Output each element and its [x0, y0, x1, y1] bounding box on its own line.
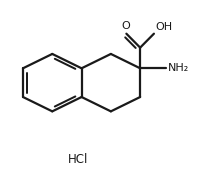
Text: NH₂: NH₂ [167, 63, 188, 73]
Text: OH: OH [155, 22, 172, 32]
Text: HCl: HCl [67, 153, 88, 166]
Text: O: O [120, 21, 129, 31]
